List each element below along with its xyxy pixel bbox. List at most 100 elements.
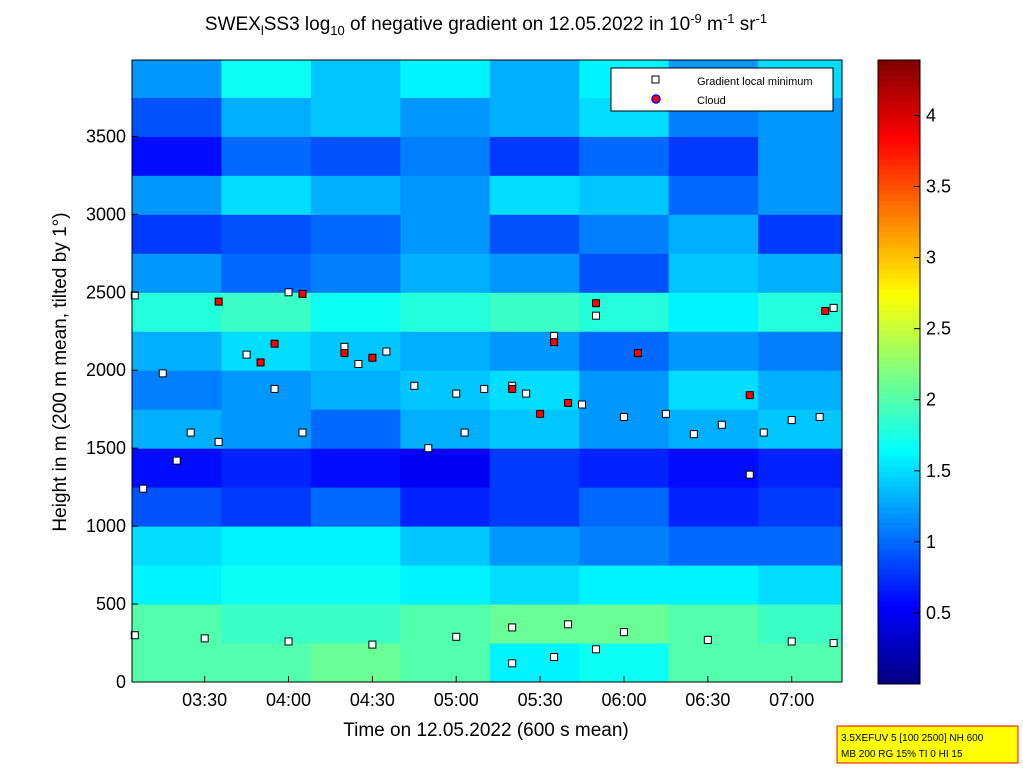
heat-cell (310, 643, 401, 683)
heat-cell (132, 370, 222, 410)
local-minimum (787, 637, 796, 646)
colorbar-step (878, 351, 920, 357)
title-part: of negative gradient on 12.05.2022 in 10 (345, 14, 690, 35)
colorbar-step (878, 626, 920, 633)
info-line: 3.5XEFUV 5 [100 2500] NH 600 (841, 733, 984, 744)
heat-cell (668, 487, 759, 527)
heat-cell (132, 292, 222, 332)
cloud (298, 289, 307, 298)
colorbar-step (878, 658, 920, 664)
colorbar-step (878, 413, 920, 420)
local-minimum (578, 400, 587, 409)
colorbar-step (878, 673, 920, 680)
colorbar-step (878, 496, 920, 503)
local-minimum (214, 437, 223, 446)
heat-cell (489, 60, 580, 98)
colorbar-step (878, 252, 920, 259)
heat-cell (668, 214, 759, 254)
heatmap (132, 60, 843, 683)
colorbar-step (878, 86, 920, 92)
colorbar-step (878, 361, 920, 368)
heat-cell (310, 97, 401, 137)
local-minimum (382, 347, 391, 356)
colorbar-step (878, 621, 920, 628)
colorbar-step (878, 299, 920, 305)
colorbar-step (878, 569, 920, 576)
heat-cell (668, 565, 759, 605)
heat-cell (489, 97, 580, 137)
heat-cell (758, 331, 843, 371)
colorbar-step (878, 580, 920, 586)
colorbar-step (878, 304, 920, 311)
colorbar-step (878, 278, 920, 285)
colorbar-step (878, 158, 920, 165)
local-minimum (410, 381, 419, 390)
heat-cell (758, 175, 843, 215)
colorbar-tick-label: 3.5 (926, 177, 951, 197)
colorbar-step (878, 470, 920, 477)
colorbar-step (878, 294, 920, 300)
heat-cell (668, 643, 759, 683)
colorbar-step (878, 314, 920, 321)
colorbar-step (878, 600, 920, 607)
heat-cell (579, 487, 670, 527)
colorbar-step (878, 522, 920, 529)
colorbar-step (878, 507, 920, 513)
local-minimum (480, 384, 489, 393)
colorbar-step (878, 205, 920, 212)
colorbar-step (878, 75, 920, 82)
heat-cell (221, 331, 312, 371)
heat-cell (400, 643, 491, 683)
plot-frame (131, 59, 843, 683)
heat-cell (668, 175, 759, 215)
colorbar-step (878, 65, 920, 71)
heat-cell (221, 409, 312, 449)
colorbar-step (878, 262, 920, 269)
colorbar-step (878, 60, 920, 66)
colorbar-step (878, 335, 920, 342)
colorbar-step (878, 112, 920, 118)
heat-cell (400, 136, 491, 176)
heat-cell (758, 487, 843, 527)
heat-cell (221, 487, 312, 527)
heat-cell (489, 214, 580, 254)
colorbar-step (878, 564, 920, 571)
colorbar-step (878, 330, 920, 337)
local-minimum (717, 420, 726, 429)
local-minimum (829, 303, 838, 312)
heat-cell (132, 409, 222, 449)
colorbar-step (878, 247, 920, 253)
heat-cell (400, 253, 491, 293)
heat-cell (400, 604, 491, 644)
colorbar-step (878, 387, 920, 394)
heat-cell (221, 604, 312, 644)
colorbar-step (878, 392, 920, 399)
heat-cell (489, 292, 580, 332)
colorbar-step (878, 585, 920, 591)
heat-cell (400, 487, 491, 527)
heat-cell (310, 565, 401, 605)
colorbar-step (878, 164, 920, 170)
heat-cell (310, 409, 401, 449)
heat-cell (221, 175, 312, 215)
colorbar-step (878, 439, 920, 446)
colorbar-step (878, 595, 920, 602)
colorbar-step (878, 138, 920, 144)
colorbar-step (878, 450, 920, 456)
local-minimum (200, 634, 209, 643)
x-tick-label: 06:30 (685, 690, 730, 710)
title-part: m (702, 14, 723, 35)
colorbar-step (878, 647, 920, 654)
heat-cell (579, 214, 670, 254)
heat-cell (579, 331, 670, 371)
colorbar-step (878, 481, 920, 487)
x-tick-label: 05:30 (518, 690, 563, 710)
heat-cell (579, 448, 670, 488)
heat-cell (579, 136, 670, 176)
colorbar-step (878, 455, 920, 461)
heat-cell (489, 331, 580, 371)
heat-cell (489, 565, 580, 605)
colorbar-step (878, 226, 920, 233)
colorbar-step (878, 216, 920, 222)
